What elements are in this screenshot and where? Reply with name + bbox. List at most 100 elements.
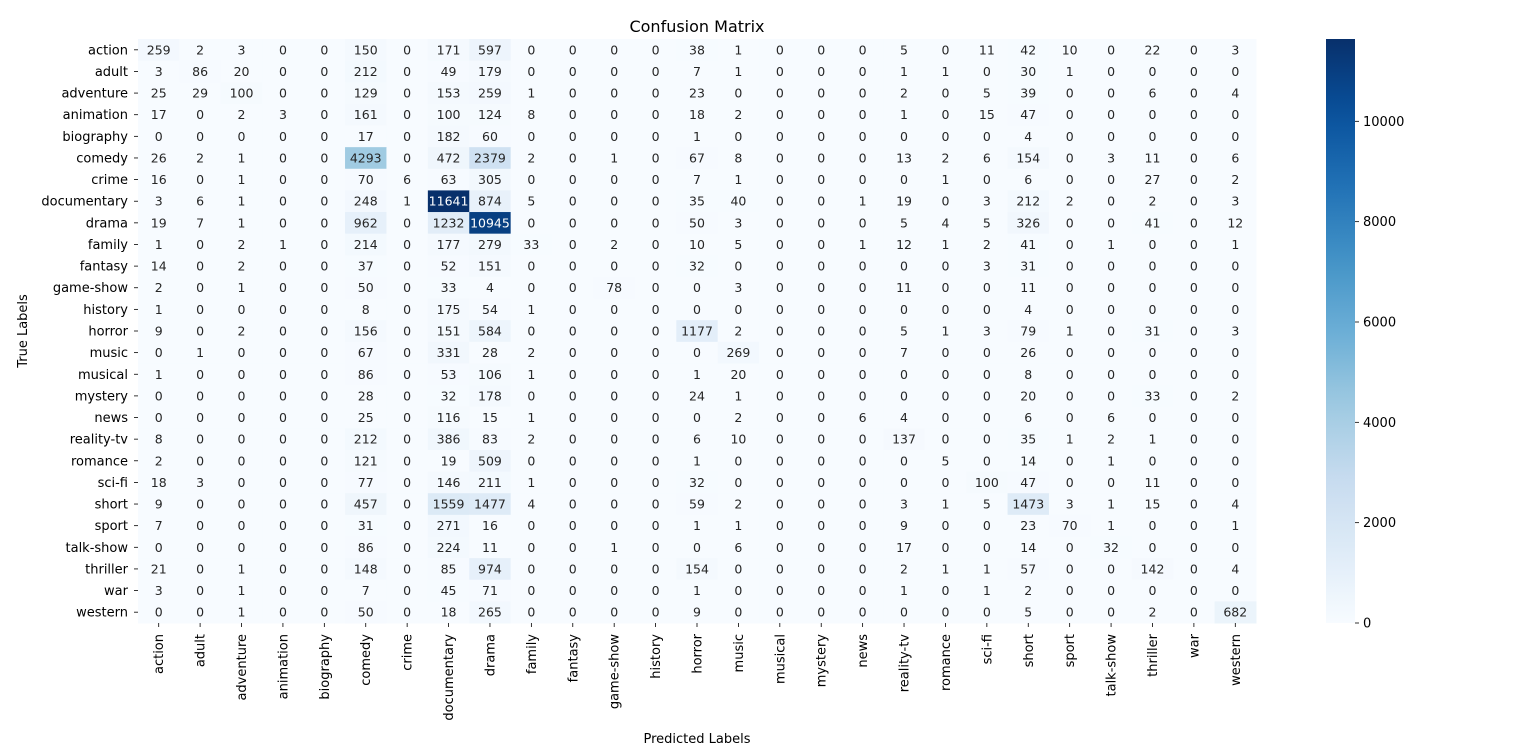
cell-value-label: 2379 [474,150,506,165]
cell-value-label: 1 [527,475,535,490]
cell-value-label: 0 [196,302,204,317]
heatmap-cell [1214,255,1257,278]
cell-value-label: 3 [1231,194,1239,209]
heatmap-cell [552,601,594,624]
heatmap-cell [759,536,802,559]
heatmap-cell [303,558,346,581]
heatmap-cell [1007,147,1050,170]
heatmap-cell [759,363,802,386]
cell-value-label: 1477 [474,497,506,512]
heatmap-cell [759,601,802,624]
cell-value-label: 9 [155,497,163,512]
heatmap-cell [220,212,263,235]
cell-value-label: 0 [1107,259,1115,274]
cell-value-label: 23 [1020,518,1036,533]
cell-value-label: 0 [279,388,287,403]
heatmap-cell [759,428,802,451]
heatmap-cell [138,320,180,343]
heatmap-cell [676,449,719,473]
cell-value-label: 0 [1066,302,1074,317]
heatmap-cell [303,493,346,516]
cell-value-label: 0 [403,129,411,144]
heatmap-cell [1173,168,1216,191]
heatmap-cell [841,471,884,494]
cell-value-label: 0 [817,150,825,165]
cell-value-label: 0 [403,64,411,79]
cell-value-label: 37 [358,259,374,274]
colorbar-tick-label: 6000 [1363,315,1396,330]
heatmap-cell [634,103,677,127]
cell-value-label: 0 [776,215,784,230]
heatmap-cell [717,449,760,473]
cell-value-label: 0 [983,410,991,425]
cell-value-label: 1232 [433,215,465,230]
cell-value-label: 0 [569,367,577,382]
heatmap-cell [138,601,180,624]
heatmap-cell [1214,276,1257,300]
heatmap-cell [179,406,222,429]
cell-value-label: 0 [196,172,204,187]
heatmap-cell [220,125,263,148]
cell-value-label: 175 [437,302,461,317]
heatmap-cell [1090,536,1133,559]
heatmap-cell [800,601,843,624]
heatmap-cell [510,428,553,451]
cell-value-label: 0 [734,605,742,620]
heatmap-cell [1090,558,1133,581]
heatmap-cell [841,579,884,602]
heatmap-cell [1214,514,1257,537]
cell-value-label: 0 [569,107,577,122]
heatmap-cell [1048,276,1091,300]
cell-value-label: 0 [238,497,246,512]
cell-value-label: 1 [693,518,701,533]
heatmap-cell [1131,363,1174,386]
heatmap-cell [717,579,760,602]
cell-value-label: 0 [983,518,991,533]
cell-value-label: 0 [941,86,949,101]
cell-value-label: 0 [776,540,784,555]
cell-value-label: 7 [900,345,908,360]
cell-value-label: 0 [1107,172,1115,187]
cell-value-label: 1 [983,561,991,576]
cell-value-label: 0 [196,453,204,468]
heatmap-cell [1090,39,1133,62]
heatmap-cell [759,82,802,105]
heatmap-cell [510,385,553,408]
heatmap-cell [1090,385,1133,408]
cell-value-label: 0 [817,215,825,230]
cell-value-label: 0 [652,215,660,230]
cell-value-label: 0 [652,237,660,252]
heatmap-cell [800,514,843,537]
cell-value-label: 0 [403,42,411,57]
cell-value-label: 0 [859,64,867,79]
heatmap-cell [759,579,802,602]
cell-value-label: 0 [776,194,784,209]
heatmap-cell [1048,363,1091,386]
heatmap-cell [179,82,222,105]
cell-value-label: 100 [975,475,999,490]
cell-value-label: 7 [196,215,204,230]
heatmap-cell [510,493,553,516]
heatmap-cell [841,125,884,148]
cell-value-label: 1559 [433,497,465,512]
cell-value-label: 38 [689,42,705,57]
heatmap-cell [634,406,677,429]
heatmap-cell [1131,471,1174,494]
cell-value-label: 19 [151,215,167,230]
cell-value-label: 0 [859,42,867,57]
x-tick-label: sci-fi [980,634,995,664]
cell-value-label: 0 [1190,302,1198,317]
heatmap-cell [510,60,553,83]
cell-value-label: 1 [238,280,246,295]
heatmap-cell [717,536,760,559]
cell-value-label: 0 [320,583,328,598]
heatmap-cell [138,471,180,494]
heatmap-cell [1131,385,1174,408]
heatmap-cell [924,298,967,321]
heatmap-cell [262,147,305,170]
cell-value-label: 0 [1231,432,1239,447]
cell-value-label: 0 [1190,42,1198,57]
cell-value-label: 0 [1231,280,1239,295]
cell-value-label: 0 [941,475,949,490]
cell-value-label: 3 [1066,497,1074,512]
